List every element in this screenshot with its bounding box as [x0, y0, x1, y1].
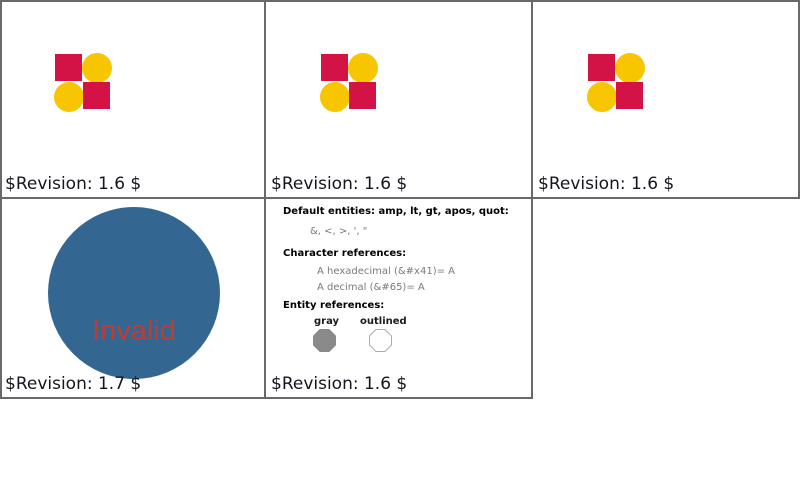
outlined-octagon-label: outlined: [360, 316, 407, 327]
red-square: [616, 82, 643, 109]
revision-label: $Revision: 1.6 $: [271, 374, 408, 394]
invalid-label: Invalid: [92, 315, 176, 347]
yellow-circle: [348, 53, 378, 83]
test-panel-invalid: Invalid $Revision: 1.7 $: [0, 199, 266, 399]
red-square: [588, 54, 615, 81]
gray-octagon: [313, 329, 336, 352]
red-square: [349, 82, 376, 109]
yellow-circle: [320, 82, 350, 112]
revision-label: $Revision: 1.6 $: [538, 174, 675, 194]
squares-circles-pattern: [587, 53, 646, 112]
red-square: [83, 82, 110, 109]
grid-line-left: [0, 0, 2, 399]
yellow-circle: [587, 82, 617, 112]
outlined-octagon-fill: [370, 330, 391, 351]
revision-label: $Revision: 1.7 $: [5, 374, 142, 394]
squares-circles-pattern: [54, 53, 113, 112]
blue-circle: [48, 207, 220, 379]
character-reference-dec: A decimal (&#65)= A: [317, 282, 425, 293]
test-panel-pattern-3: $Revision: 1.6 $: [533, 0, 800, 199]
outlined-octagon: [369, 329, 392, 352]
grid-line-col-divider-1: [264, 0, 266, 399]
test-panel-pattern-2: $Revision: 1.6 $: [266, 0, 533, 199]
grid-line-col-divider-2: [531, 0, 533, 399]
revision-label: $Revision: 1.6 $: [5, 174, 142, 194]
yellow-circle: [615, 53, 645, 83]
grid-line-bottom: [0, 397, 533, 399]
grid-line-right: [798, 0, 800, 199]
red-square: [321, 54, 348, 81]
test-panel-entities: Default entities: amp, lt, gt, apos, quo…: [266, 199, 533, 399]
default-entities-value: &, <, >, ', ": [310, 226, 368, 237]
red-square: [55, 54, 82, 81]
default-entities-header: Default entities: amp, lt, gt, apos, quo…: [283, 206, 509, 217]
yellow-circle: [54, 82, 84, 112]
revision-label: $Revision: 1.6 $: [271, 174, 408, 194]
gray-octagon-label: gray: [314, 316, 340, 327]
character-reference-hex: A hexadecimal (&#x41)= A: [317, 266, 456, 277]
squares-circles-pattern: [320, 53, 379, 112]
entity-references-header: Entity references:: [283, 300, 385, 311]
grid-line-row-divider: [0, 197, 800, 199]
yellow-circle: [82, 53, 112, 83]
character-references-header: Character references:: [283, 248, 407, 259]
test-panel-pattern-1: $Revision: 1.6 $: [0, 0, 266, 199]
grid-line-top: [0, 0, 800, 2]
